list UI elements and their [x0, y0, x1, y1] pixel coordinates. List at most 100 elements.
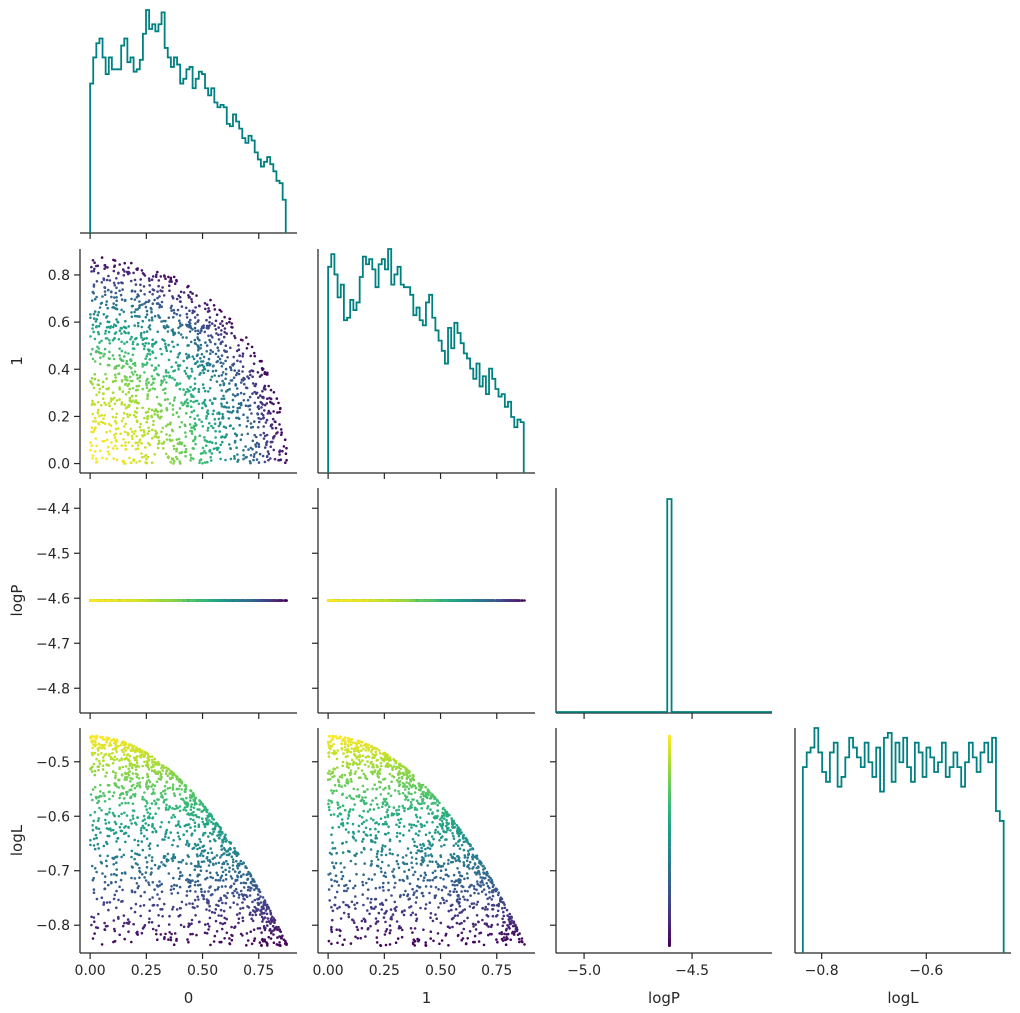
scatter-point	[249, 426, 253, 429]
scatter-point	[268, 396, 271, 400]
scatter-point	[183, 393, 187, 396]
scatter-point	[222, 425, 226, 429]
scatter-point	[140, 442, 143, 445]
scatter-point	[138, 599, 141, 602]
scatter-point	[94, 457, 98, 461]
scatter-point	[269, 937, 273, 940]
scatter-point	[102, 313, 106, 316]
scatter-point	[148, 328, 152, 331]
scatter-point	[164, 452, 168, 456]
scatter-point	[189, 456, 193, 460]
scatter-point	[203, 449, 206, 453]
scatter-point	[254, 913, 258, 917]
scatter-point	[157, 415, 160, 419]
scatter-point	[128, 396, 132, 400]
scatter-point	[131, 437, 134, 441]
scatter-point	[162, 294, 166, 297]
scatter-point	[188, 309, 191, 313]
scatter-point	[111, 391, 115, 395]
scatter-point	[210, 424, 213, 428]
scatter-point	[278, 423, 281, 426]
scatter-point	[145, 337, 148, 340]
scatter-point	[169, 350, 173, 353]
scatter-point	[124, 422, 127, 426]
scatter-point	[163, 392, 167, 395]
scatter-point	[199, 343, 203, 347]
scatter-point	[127, 352, 130, 355]
scatter-point	[150, 408, 154, 412]
scatter-point	[108, 279, 112, 282]
scatter-point	[114, 416, 118, 419]
scatter-point	[148, 898, 152, 901]
scatter-point	[255, 451, 258, 454]
scatter-point	[229, 447, 232, 450]
scatter-point	[194, 329, 197, 333]
scatter-point	[189, 385, 192, 389]
scatter-point	[191, 309, 195, 313]
scatter-point	[417, 599, 421, 602]
scatter-point	[126, 413, 129, 416]
scatter-point	[193, 362, 197, 366]
scatter-point	[251, 375, 254, 379]
scatter-point	[198, 599, 201, 602]
scatter-point	[229, 366, 233, 370]
scatter-point	[121, 390, 125, 394]
scatter-point	[265, 443, 268, 447]
scatter-point	[259, 417, 263, 421]
scatter-point	[151, 338, 154, 342]
scatter-point	[221, 440, 224, 444]
y-tick-label: 0.2	[48, 409, 70, 425]
scatter-point	[224, 458, 227, 462]
scatter-point	[188, 902, 191, 905]
scatter-point	[92, 291, 95, 295]
scatter-point	[221, 417, 224, 420]
panel-logL-vs-0: 0.00 0.25 0.50 0.75−0.8−0.7−0.6−0.5	[36, 728, 297, 979]
y-tick-label: −4.6	[36, 591, 70, 607]
scatter-point	[215, 360, 218, 364]
panel-logL-vs-logP: −5.0 −4.5	[550, 728, 772, 979]
scatter-point	[93, 297, 97, 301]
scatter-point	[118, 354, 121, 357]
scatter-point	[133, 324, 136, 327]
scatter-point	[247, 599, 250, 602]
scatter-point	[232, 894, 236, 898]
scatter-point	[244, 445, 247, 448]
scatter-point	[235, 416, 238, 420]
scatter-point	[112, 919, 116, 922]
scatter-point	[232, 427, 235, 430]
scatter-point	[208, 422, 211, 425]
scatter-point	[163, 275, 166, 278]
scatter-point	[127, 331, 130, 335]
scatter-point	[229, 906, 232, 909]
scatter-point	[139, 289, 143, 293]
scatter-point	[191, 902, 194, 905]
scatter-point	[184, 352, 188, 356]
scatter-point	[154, 429, 157, 433]
scatter-point	[211, 426, 215, 430]
y-tick-label: −4.4	[36, 501, 70, 517]
scatter-point	[119, 432, 122, 436]
scatter-point	[106, 450, 110, 454]
scatter-point	[155, 932, 158, 936]
scatter-point	[108, 342, 112, 345]
scatter-point	[91, 357, 95, 361]
scatter-point	[145, 354, 148, 358]
scatter-point	[206, 369, 210, 373]
scatter-point	[123, 411, 126, 415]
scatter-point	[211, 441, 214, 445]
scatter-point	[239, 338, 243, 342]
scatter-point	[172, 333, 175, 337]
scatter-point	[97, 912, 100, 916]
scatter-point	[169, 460, 173, 464]
scatter-point	[157, 914, 160, 917]
scatter-point	[411, 599, 415, 602]
scatter-point	[209, 349, 212, 352]
scatter-point	[99, 356, 102, 360]
scatter-point	[173, 396, 177, 399]
scatter-point	[101, 385, 105, 389]
scatter-point	[160, 300, 164, 304]
scatter-point	[112, 281, 116, 285]
scatter-point	[272, 437, 275, 440]
scatter-point	[208, 449, 211, 453]
scatter-point	[115, 906, 118, 910]
